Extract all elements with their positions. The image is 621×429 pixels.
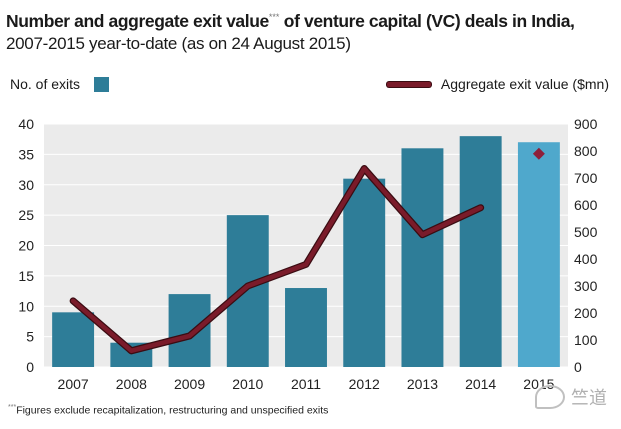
title-line-1: Number and aggregate exit value*** of ve… xyxy=(6,6,618,32)
y-right-tick-label: 500 xyxy=(574,224,598,240)
y-left-tick-label: 10 xyxy=(18,298,34,314)
y-left-tick-label: 20 xyxy=(18,238,34,254)
x-tick-label: 2007 xyxy=(58,376,89,392)
title-marker: *** xyxy=(268,12,280,22)
x-tick-label: 2014 xyxy=(465,376,496,392)
footnote: ***Figures exclude recapitalization, res… xyxy=(8,404,328,417)
bar-2010 xyxy=(226,215,269,367)
y-right-tick-label: 700 xyxy=(574,170,598,186)
bar-2013 xyxy=(401,148,444,367)
bar-2007 xyxy=(52,312,95,367)
y-left-tick-label: 30 xyxy=(18,177,34,193)
x-tick-label: 2011 xyxy=(291,376,321,392)
legend-line-swatch xyxy=(386,81,431,87)
y-left-tick-label: 40 xyxy=(18,116,34,132)
bar-2015 xyxy=(517,142,560,367)
y-left-tick-label: 5 xyxy=(26,329,34,345)
legend-bars-swatch xyxy=(94,76,110,92)
chart-title: Number and aggregate exit value*** of ve… xyxy=(6,6,618,55)
bar-2011 xyxy=(285,288,327,367)
title-main: Number and aggregate exit value xyxy=(6,10,269,31)
x-tick-label: 2010 xyxy=(232,376,263,392)
y-right-tick-label: 300 xyxy=(574,278,598,294)
y-left-tick-label: 25 xyxy=(18,207,34,223)
legend-line: Aggregate exit value ($mn) xyxy=(386,76,609,92)
watermark: 竺道 xyxy=(535,384,607,410)
legend-bars: No. of exits xyxy=(10,76,110,92)
x-tick-label: 2012 xyxy=(349,376,380,392)
x-tick-label: 2008 xyxy=(116,376,147,392)
y-right-tick-label: 400 xyxy=(574,251,598,267)
y-left-tick-label: 35 xyxy=(18,146,34,162)
y-right-tick-label: 0 xyxy=(574,359,582,375)
footnote-marker: *** xyxy=(8,404,17,411)
bar-2014 xyxy=(459,136,502,367)
legend-line-label: Aggregate exit value ($mn) xyxy=(440,76,609,92)
y-right-tick-label: 600 xyxy=(574,197,598,213)
y-right-tick-label: 200 xyxy=(574,305,598,321)
wechat-logo-icon xyxy=(535,385,565,409)
footnote-text: Figures exclude recapitalization, restru… xyxy=(16,404,329,417)
y-right-tick-label: 800 xyxy=(574,143,598,159)
y-left-tick-label: 15 xyxy=(18,268,34,284)
bar-2009 xyxy=(168,294,211,367)
line-point-2015 xyxy=(532,147,545,160)
x-tick-label: 2013 xyxy=(407,376,438,392)
y-left-tick-label: 0 xyxy=(26,359,34,375)
bar-2012 xyxy=(343,178,386,367)
chart-subtitle: 2007-2015 year-to-date (as on 24 August … xyxy=(6,33,351,53)
y-right-tick-label: 100 xyxy=(574,332,598,348)
x-tick-label: 2009 xyxy=(174,376,205,392)
legend-bars-label: No. of exits xyxy=(10,76,81,92)
y-right-tick-label: 900 xyxy=(574,116,598,132)
title-main-rest: of venture capital (VC) deals in India, xyxy=(279,10,575,31)
line-series-aggregate-exit-value xyxy=(70,166,483,354)
watermark-text: 竺道 xyxy=(571,388,607,408)
